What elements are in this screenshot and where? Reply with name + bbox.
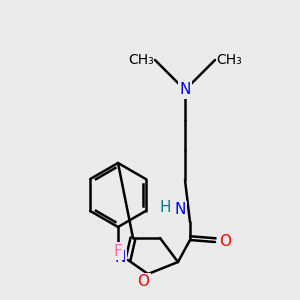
Text: N: N — [179, 82, 191, 98]
Text: O: O — [219, 235, 231, 250]
Text: O: O — [137, 274, 149, 290]
Text: CH₃: CH₃ — [128, 53, 154, 67]
Text: F: F — [114, 244, 122, 259]
Text: CH₃: CH₃ — [216, 53, 242, 67]
Text: N: N — [174, 202, 186, 217]
Text: H: H — [159, 200, 171, 215]
Text: N: N — [114, 250, 126, 266]
